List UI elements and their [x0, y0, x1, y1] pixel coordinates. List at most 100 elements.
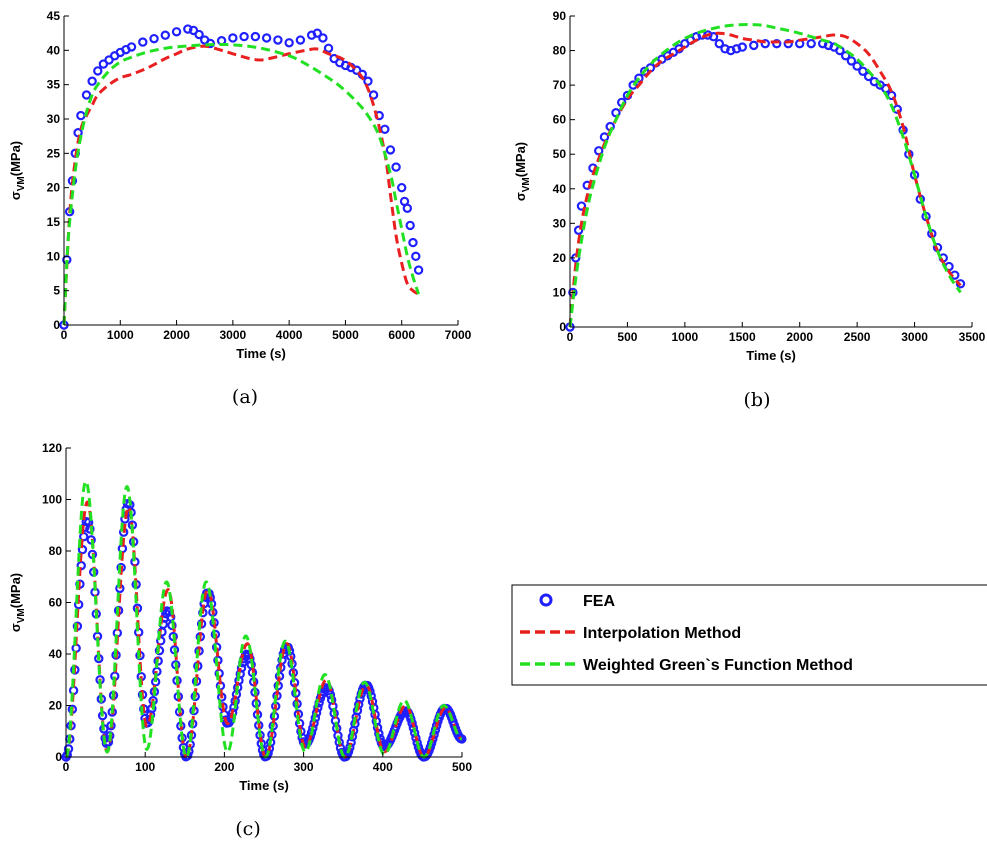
- fea-data-point: [363, 76, 373, 86]
- series-weighted-green-s-function-method: [568, 23, 962, 328]
- fea-data-point: [93, 66, 103, 76]
- fea-data-point: [783, 38, 793, 49]
- fea-data-point: [380, 124, 390, 135]
- y-tick-label: 45: [47, 9, 61, 23]
- series-line: [62, 44, 420, 326]
- fea-data-point: [284, 38, 294, 48]
- x-tick-label: 2000: [163, 328, 190, 342]
- y-tick-label: 20: [47, 181, 61, 195]
- fea-data-point: [318, 33, 328, 43]
- chart-panel-a: 0 1000 2000 3000 4000 5000 6000 7000 0 5 10 15 20 25 3…: [8, 9, 472, 408]
- fea-data-point: [411, 251, 421, 262]
- x-axis-label: Time (s): [746, 348, 796, 363]
- y-tick-label: 25: [47, 146, 61, 160]
- fea-data-point: [846, 56, 857, 66]
- fea-data-point: [457, 734, 467, 744]
- x-tick-label: 3500: [959, 330, 986, 344]
- series-line: [568, 23, 962, 328]
- x-tick-label: 500: [452, 760, 472, 774]
- fea-data-point: [628, 80, 638, 90]
- legend-label: Interpolation Method: [583, 625, 741, 642]
- fea-data-point: [737, 42, 747, 52]
- fea-data-point: [405, 220, 415, 231]
- series-interpolation-method: [568, 31, 962, 328]
- fea-data-point: [76, 110, 86, 121]
- fea-data-point: [261, 33, 272, 43]
- panel-caption: (a): [232, 386, 258, 408]
- fea-data-point: [194, 29, 204, 40]
- y-tick-label: 35: [47, 78, 61, 92]
- fea-data-point: [312, 28, 322, 38]
- y-tick-label: 60: [553, 113, 567, 127]
- y-tick-label: 20: [49, 699, 63, 713]
- series-line: [568, 31, 962, 328]
- fea-data-point: [81, 90, 92, 100]
- y-tick-label: 40: [47, 43, 61, 57]
- y-tick-label: 120: [42, 441, 62, 455]
- y-tick-label: 15: [47, 215, 61, 229]
- fea-data-point: [323, 43, 334, 53]
- x-tick-label: 300: [294, 760, 314, 774]
- y-axis-label: σVM(MPa): [8, 573, 27, 632]
- fea-data-point: [368, 90, 379, 100]
- fea-data-point: [126, 42, 137, 52]
- x-tick-label: 6000: [388, 328, 415, 342]
- x-tick-label: 1500: [729, 330, 756, 344]
- fea-data-point: [228, 33, 238, 43]
- fea-data-point: [236, 663, 247, 673]
- series-line: [65, 479, 463, 759]
- x-tick-label: 0: [61, 328, 68, 342]
- y-tick-label: 80: [553, 44, 567, 58]
- y-tick-label: 100: [42, 493, 62, 507]
- fea-data-point: [87, 76, 97, 86]
- x-tick-label: 3000: [901, 330, 928, 344]
- y-tick-label: 5: [53, 284, 60, 298]
- y-tick-label: 60: [49, 596, 63, 610]
- legend-entry: FEA: [539, 593, 615, 610]
- y-tick-label: 0: [55, 750, 62, 764]
- x-axis-label: Time (s): [239, 778, 289, 793]
- x-tick-label: 1000: [107, 328, 134, 342]
- fea-data-point: [573, 225, 584, 235]
- x-axis-label: Time (s): [236, 346, 286, 361]
- x-tick-label: 3000: [220, 328, 247, 342]
- x-tick-label: 0: [63, 760, 70, 774]
- series-weighted-green-s-function-method: [62, 43, 421, 326]
- y-tick-label: 30: [47, 112, 61, 126]
- x-tick-label: 400: [373, 760, 393, 774]
- legend-marker-circle-icon: [539, 593, 553, 607]
- y-tick-label: 50: [553, 147, 567, 161]
- fea-data-point: [858, 66, 868, 76]
- fea-data-point: [171, 27, 182, 37]
- y-tick-label: 70: [553, 78, 567, 92]
- y-tick-label: 40: [49, 647, 63, 661]
- legend-box: [511, 584, 987, 686]
- fea-data-point: [708, 32, 719, 42]
- fea-data-point: [149, 33, 159, 44]
- y-tick-label: 90: [553, 9, 567, 23]
- x-tick-label: 0: [567, 330, 574, 344]
- fea-data-point: [385, 145, 396, 155]
- y-tick-label: 20: [553, 251, 567, 265]
- legend-label: FEA: [583, 593, 615, 610]
- y-tick-label: 0: [559, 320, 566, 334]
- series-fea: [565, 30, 966, 332]
- legend: FEA Interpolation Method Weighted Green`s …: [511, 584, 987, 686]
- fea-data-point: [183, 24, 193, 34]
- x-tick-label: 2500: [844, 330, 871, 344]
- fea-data-point: [402, 203, 413, 213]
- panel-caption: (c): [235, 818, 260, 840]
- fea-data-point: [955, 279, 966, 289]
- fea-data-point: [273, 35, 283, 45]
- y-axis-label: σVM(MPa): [513, 142, 532, 201]
- chart-panel-b: 0 500 1000 1500 2000 2500 3000 3500 0 10 20 30 40 50 6…: [513, 9, 986, 411]
- y-tick-label: 80: [49, 544, 63, 558]
- fea-data-point: [760, 38, 770, 49]
- series-weighted-green-s-function-method: [65, 479, 463, 759]
- fea-data-point: [239, 31, 249, 42]
- x-tick-label: 1000: [672, 330, 699, 344]
- fea-data-point: [772, 38, 782, 49]
- fea-data-point: [391, 162, 401, 172]
- fea-data-point: [852, 61, 862, 71]
